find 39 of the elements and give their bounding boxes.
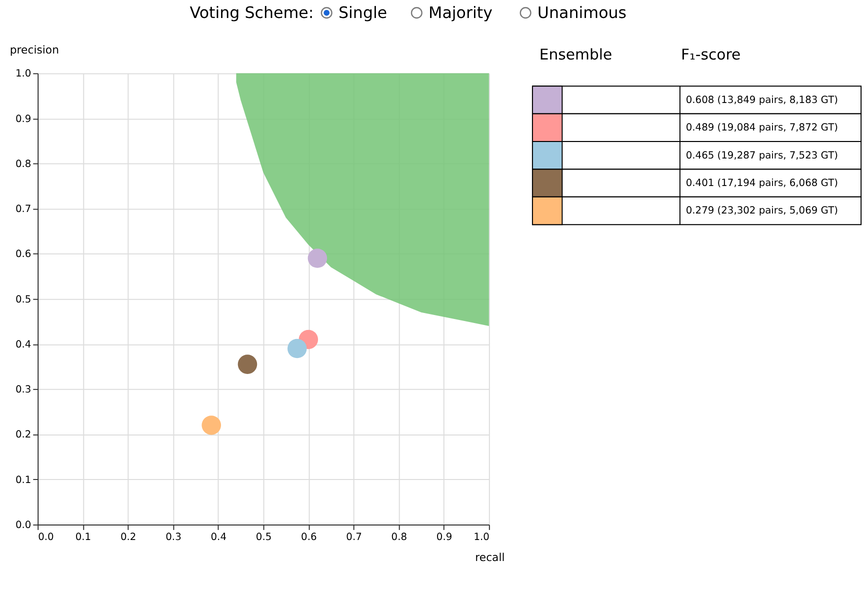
y-tick-label: 0.2: [15, 430, 32, 441]
text: Voting Scheme:: [190, 2, 314, 22]
x-tick-label: 0.3: [166, 532, 182, 543]
x-tick-label: 0.9: [436, 532, 452, 543]
x-tick-label: 0.0: [38, 532, 54, 543]
legend-title: Ensemble: [539, 46, 612, 64]
text: 0.401 (17,194 pairs, 6,068 GT): [686, 178, 838, 190]
x-tick-label: 0.7: [346, 532, 362, 543]
x-axis-title: recall: [475, 551, 505, 564]
y-tick-label: 0.4: [15, 339, 32, 350]
text: 0.489 (19,084 pairs, 7,872 GT): [686, 122, 838, 134]
x-tick-label: 1.0: [474, 532, 490, 543]
text: Unanimous: [537, 2, 627, 22]
x-tick-label: 0.8: [391, 532, 408, 543]
text: Single: [338, 2, 388, 22]
text: 0.279 (23,302 pairs, 5,069 GT): [686, 206, 838, 217]
y-tick-label: 0.8: [15, 158, 32, 170]
x-tick-label: 0.1: [75, 532, 92, 543]
y-tick-label: 0.7: [15, 204, 32, 216]
text: Majority: [428, 2, 492, 22]
x-tick-label: 0.4: [210, 532, 226, 543]
point: [287, 338, 307, 358]
y-tick-label: 0.3: [15, 384, 32, 396]
y-tick-label: 0.9: [15, 114, 32, 125]
x-tick-label: 0.6: [301, 532, 317, 543]
y-tick-label: 0.5: [15, 294, 32, 306]
y-axis-title: precision: [10, 43, 59, 56]
x-tick-label: 0.2: [120, 532, 136, 543]
y-tick-label: 0.1: [15, 474, 32, 486]
point: [238, 354, 258, 374]
text: F₁-score: [680, 46, 741, 64]
text: 0.465 (19,287 pairs, 7,523 GT): [686, 150, 838, 162]
y-tick-label: 0.0: [15, 520, 32, 531]
y-tick-label: 1.0: [15, 68, 32, 80]
y-tick-label: 0.6: [15, 249, 32, 260]
x-tick-label: 0.5: [256, 532, 272, 543]
point: [308, 248, 328, 268]
point: [202, 416, 222, 435]
text: 0.608 (13,849 pairs, 8,183 GT): [686, 94, 838, 106]
